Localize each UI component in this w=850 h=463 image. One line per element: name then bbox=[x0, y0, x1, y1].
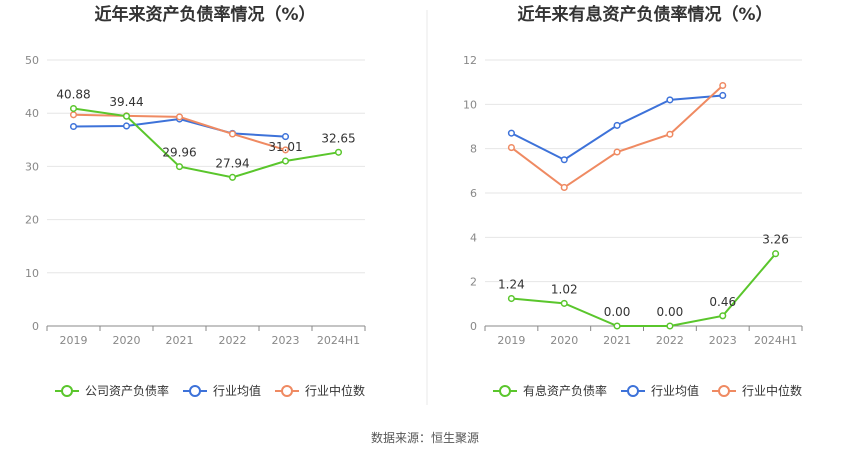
y-tick-label: 12 bbox=[463, 54, 477, 67]
x-tick-label: 2021 bbox=[603, 334, 631, 347]
legend-swatch-marker bbox=[499, 385, 511, 397]
data-point-avg bbox=[507, 129, 515, 137]
data-point-company bbox=[175, 163, 184, 171]
y-tick-label: 40 bbox=[25, 107, 39, 120]
x-tick-label: 2019 bbox=[497, 334, 525, 347]
y-tick-label: 6 bbox=[470, 187, 477, 200]
y-tick-label: 10 bbox=[25, 267, 39, 280]
data-point-median bbox=[613, 148, 621, 156]
x-tick-label: 2023 bbox=[709, 334, 737, 347]
data-point-avg bbox=[560, 156, 568, 164]
data-point-company bbox=[334, 148, 343, 156]
data-point-company bbox=[228, 173, 237, 181]
x-tick-label: 2022 bbox=[219, 334, 247, 347]
data-point-median bbox=[666, 130, 674, 138]
data-label: 0.46 bbox=[709, 295, 736, 309]
chart-title: 近年来有息资产负债率情况（%） bbox=[517, 4, 772, 25]
y-tick-label: 0 bbox=[32, 320, 39, 333]
data-point-company bbox=[666, 322, 674, 330]
y-tick-label: 50 bbox=[25, 54, 39, 67]
legend-item-avg[interactable]: 行业均值 bbox=[621, 383, 699, 398]
x-tick-label: 2020 bbox=[550, 334, 578, 347]
data-label: 0.00 bbox=[604, 305, 631, 319]
chart-title: 近年来资产负债率情况（%） bbox=[94, 4, 315, 25]
data-point-avg bbox=[613, 121, 621, 129]
series-line-company bbox=[73, 107, 339, 179]
x-tick-label: 2020 bbox=[113, 334, 141, 347]
legend-label: 行业均值 bbox=[651, 383, 699, 398]
data-label: 39.44 bbox=[109, 95, 143, 109]
data-label: 32.65 bbox=[321, 131, 355, 145]
legend-label: 行业中位数 bbox=[305, 383, 365, 398]
legend-swatch-marker bbox=[189, 385, 201, 397]
data-label: 1.02 bbox=[551, 282, 578, 296]
y-tick-label: 8 bbox=[470, 143, 477, 156]
data-point-median bbox=[719, 81, 727, 90]
debt-ratio-chart: 近年来资产负债率情况（%） 0 10 20 30 40 50 2019 2020 2021 202… bbox=[25, 4, 366, 398]
x-tick-label: 2021 bbox=[166, 334, 194, 347]
data-point-company bbox=[613, 322, 621, 330]
data-label: 27.94 bbox=[215, 156, 249, 170]
data-label: 40.88 bbox=[56, 88, 90, 102]
data-point-company bbox=[560, 299, 568, 307]
data-point-avg bbox=[719, 91, 727, 100]
interest-debt-ratio-chart: 近年来有息资产负债率情况（%） 0 2 4 6 8 10 12 2019 2020 2021 202… bbox=[463, 4, 803, 398]
series-line-company bbox=[511, 253, 777, 327]
legend-label: 公司资产负债率 bbox=[85, 383, 169, 398]
legend-item-median[interactable]: 行业中位数 bbox=[712, 383, 802, 398]
legend-item-company[interactable]: 有息资产负债率 bbox=[493, 383, 607, 398]
data-point-median bbox=[507, 144, 515, 152]
source-note: 数据来源：恒生聚源 bbox=[371, 430, 479, 445]
data-point-avg bbox=[69, 122, 78, 131]
legend-swatch-marker bbox=[627, 385, 639, 397]
data-point-median bbox=[175, 113, 184, 121]
y-tick-label: 20 bbox=[25, 214, 39, 227]
x-tick-label: 2019 bbox=[60, 334, 88, 347]
data-point-company bbox=[281, 157, 290, 165]
data-label: 1.24 bbox=[498, 278, 525, 292]
data-point-median bbox=[560, 183, 568, 192]
data-point-company bbox=[772, 250, 780, 258]
y-tick-label: 30 bbox=[25, 160, 39, 173]
data-point-company bbox=[69, 104, 78, 113]
y-tick-label: 4 bbox=[470, 231, 477, 244]
legend-label: 行业中位数 bbox=[742, 383, 802, 398]
data-point-avg bbox=[122, 122, 131, 130]
data-point-avg bbox=[281, 133, 290, 141]
legend-label: 有息资产负债率 bbox=[523, 383, 607, 398]
series-line-median bbox=[510, 84, 724, 189]
legend-swatch-marker bbox=[61, 385, 73, 397]
x-tick-label: 2024H1 bbox=[754, 334, 797, 347]
x-tick-label: 2022 bbox=[656, 334, 684, 347]
data-label: 3.26 bbox=[762, 233, 789, 247]
legend-item-avg[interactable]: 行业均值 bbox=[183, 383, 261, 398]
x-tick-label: 2024H1 bbox=[317, 334, 360, 347]
data-point-median bbox=[281, 146, 290, 154]
legend-swatch-marker bbox=[718, 385, 730, 397]
data-point-median bbox=[69, 111, 78, 119]
data-point-company bbox=[507, 294, 515, 303]
data-point-median bbox=[228, 130, 237, 138]
data-point-company bbox=[719, 312, 727, 320]
y-tick-label: 0 bbox=[470, 320, 477, 333]
data-label: 29.96 bbox=[162, 146, 196, 160]
y-tick-label: 2 bbox=[470, 276, 477, 289]
legend-swatch-marker bbox=[281, 385, 293, 397]
legend-item-median[interactable]: 行业中位数 bbox=[275, 383, 365, 398]
legend-item-company[interactable]: 公司资产负债率 bbox=[55, 383, 169, 398]
data-point-avg bbox=[666, 96, 674, 104]
data-label: 0.00 bbox=[657, 305, 684, 319]
legend-label: 行业均值 bbox=[213, 383, 261, 398]
x-tick-label: 2023 bbox=[272, 334, 300, 347]
y-tick-label: 10 bbox=[463, 98, 477, 111]
data-point-company bbox=[122, 112, 131, 120]
data-label: 31.01 bbox=[268, 140, 302, 154]
